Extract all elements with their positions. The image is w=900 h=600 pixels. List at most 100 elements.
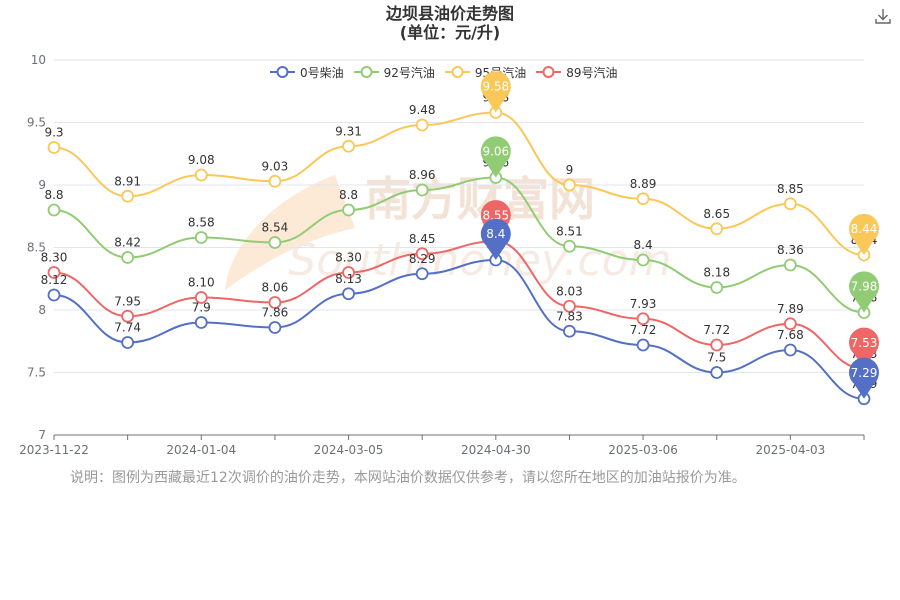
data-point	[47, 203, 61, 217]
data-label: 8.30	[41, 251, 68, 265]
pin-shape	[849, 271, 880, 313]
data-label: 7.89	[777, 302, 804, 316]
data-point	[121, 309, 135, 323]
data-point	[47, 141, 61, 154]
data-point	[121, 251, 135, 264]
data-label: 8.85	[777, 182, 804, 196]
x-tick-label: 2023-11-22	[19, 443, 89, 457]
legend-line-circle-icon	[353, 66, 379, 78]
data-label: 7.68	[777, 328, 804, 342]
series-line-0	[53, 258, 865, 400]
data-point	[563, 178, 576, 192]
data-point	[415, 118, 429, 132]
data-label: 8.13	[335, 272, 362, 286]
watermark-cn: 南方财富网	[365, 172, 595, 226]
chart-note: 说明：图例为西藏最近12次调价的油价走势，本网站油价数据仅供参考，请以您所在地区…	[70, 470, 746, 486]
data-label: 7.72	[703, 323, 730, 337]
pin-marker: 7.98	[849, 271, 880, 313]
y-tick-label: 9	[38, 178, 46, 192]
pin-label: 8.44	[851, 222, 878, 236]
data-label: 9.3	[44, 126, 63, 140]
y-tick-label: 7	[38, 428, 46, 442]
chart-title-main: 边坝县油价走势图	[385, 4, 514, 23]
legend-line-circle-icon	[536, 66, 562, 78]
pin-shape	[849, 327, 880, 369]
chart-subtitle: (单位：元/升)	[399, 23, 501, 42]
axes: 7 7.5 8 8.5 9 9.5 10 2023-11-22 2024-01-04 2024-0…	[19, 53, 865, 457]
data-label: 7.86	[262, 306, 289, 320]
data-point	[342, 203, 355, 217]
legend-label: 0号柴油	[300, 65, 344, 80]
data-label: 9.08	[188, 153, 215, 167]
data-point	[342, 287, 355, 301]
pin-shape	[480, 71, 511, 113]
pin-shape	[480, 136, 511, 178]
data-point	[268, 174, 282, 188]
data-point	[415, 247, 429, 261]
legend-line-circle-icon	[270, 66, 295, 78]
data-point	[563, 239, 576, 253]
pin-marker: 7.29	[849, 357, 880, 399]
pin-label: 9.06	[482, 145, 509, 159]
data-point	[194, 316, 208, 329]
pin-markers: 9.58 9.06 8.55 8.4 8.44 7.98 7.53 7.29	[480, 71, 880, 399]
data-label: 8.58	[188, 216, 215, 230]
download-icon[interactable]	[874, 7, 892, 25]
data-point	[194, 231, 208, 244]
data-point	[636, 338, 650, 352]
data-point	[563, 299, 576, 313]
data-label: 8.29	[409, 252, 436, 266]
pin-label: 8.4	[486, 227, 505, 241]
data-point	[121, 336, 135, 349]
pin-label: 7.53	[851, 336, 878, 350]
data-point	[194, 168, 208, 182]
data-point	[415, 267, 429, 281]
data-point	[636, 192, 650, 206]
series-line-2	[53, 111, 865, 256]
data-label: 8.18	[703, 266, 730, 280]
data-label: 8.8	[44, 188, 63, 202]
data-point	[194, 291, 208, 304]
x-tick-label: 2025-04-03	[755, 443, 825, 457]
data-point	[710, 366, 724, 379]
y-tick-label: 8.5	[27, 241, 46, 255]
data-label: 7.5	[707, 351, 726, 365]
data-label: 8.65	[703, 207, 730, 221]
data-label: 8.8	[339, 188, 358, 202]
data-label: 7.72	[630, 323, 657, 337]
y-tick-label: 7.5	[27, 366, 46, 380]
grid-lines	[54, 59, 864, 373]
data-label: 7.93	[630, 297, 657, 311]
data-label: 7.95	[114, 294, 141, 308]
data-point	[783, 343, 797, 357]
legend-item-1[interactable]: 92号汽油	[353, 64, 435, 81]
data-label: 8.36	[777, 243, 804, 257]
pin-marker: 8.4	[480, 218, 511, 260]
legend-item-0[interactable]: 0号柴油	[270, 64, 344, 81]
data-label: 9.03	[262, 159, 289, 173]
x-tick-label: 2024-01-04	[166, 443, 236, 457]
pin-marker: 9.58	[480, 71, 511, 113]
data-point	[415, 183, 429, 197]
data-label: 8.10	[188, 276, 215, 290]
data-points	[47, 106, 871, 406]
pin-label: 8.55	[482, 208, 509, 222]
pin-marker: 9.06	[480, 136, 511, 178]
y-tick-label: 8	[38, 303, 46, 317]
data-point	[563, 324, 576, 338]
data-point	[342, 266, 355, 279]
chart-title: 边坝县油价走势图 (单位：元/升)	[0, 4, 900, 42]
data-label: 8.4	[634, 238, 653, 252]
pin-marker: 7.53	[849, 327, 880, 369]
series-line-1	[53, 176, 865, 314]
pin-label: 9.58	[482, 80, 509, 94]
legend-item-3[interactable]: 89号汽油	[536, 64, 617, 81]
data-label: 8.54	[262, 221, 289, 235]
legend-label: 92号汽油	[383, 65, 435, 80]
data-point	[121, 189, 135, 203]
data-point	[710, 338, 724, 352]
series-lines	[53, 111, 865, 400]
data-point	[268, 296, 282, 309]
data-label: 8.03	[556, 284, 583, 298]
data-label: 9.48	[409, 103, 436, 117]
